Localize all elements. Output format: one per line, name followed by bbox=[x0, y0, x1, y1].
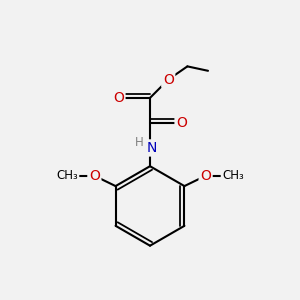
Text: O: O bbox=[113, 91, 124, 105]
Text: O: O bbox=[163, 73, 174, 87]
Text: N: N bbox=[146, 141, 157, 155]
Text: H: H bbox=[134, 136, 143, 149]
Text: O: O bbox=[200, 169, 211, 183]
Text: O: O bbox=[176, 116, 187, 130]
Text: CH₃: CH₃ bbox=[56, 169, 78, 182]
Text: O: O bbox=[89, 169, 100, 183]
Text: CH₃: CH₃ bbox=[222, 169, 244, 182]
